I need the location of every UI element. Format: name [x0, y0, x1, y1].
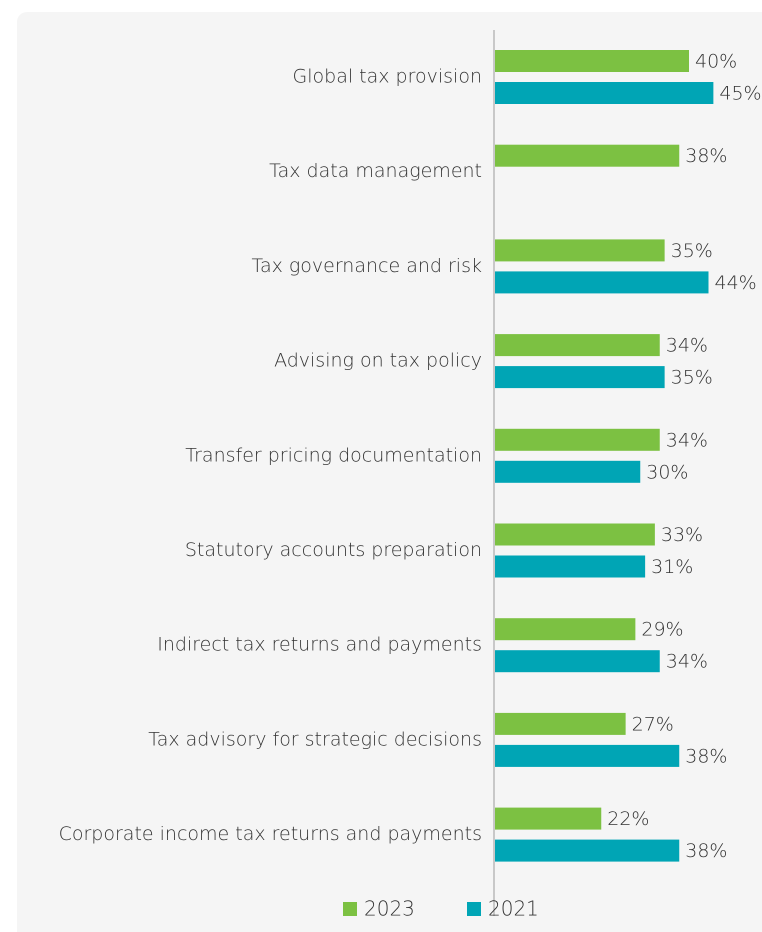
bar	[495, 144, 680, 167]
bar	[495, 428, 660, 451]
value-label: 44%	[715, 272, 757, 294]
value-label: 34%	[666, 651, 708, 673]
category-label: Tax governance and risk	[251, 255, 482, 277]
value-label: 40%	[695, 51, 737, 73]
bar	[495, 239, 665, 262]
value-label: 35%	[671, 240, 713, 262]
category-label: Tax data management	[269, 160, 482, 182]
value-label: 34%	[666, 429, 708, 451]
value-label: 38%	[685, 745, 727, 767]
category-label: Corporate income tax returns and payment…	[59, 823, 482, 845]
value-label: 33%	[661, 524, 703, 546]
category-label: Advising on tax policy	[274, 350, 482, 372]
bar	[495, 334, 660, 357]
legend-swatch	[467, 902, 481, 916]
bar	[495, 82, 714, 104]
bar	[495, 523, 655, 546]
value-label: 38%	[685, 840, 727, 862]
legend-label: 2023	[364, 897, 415, 921]
value-label: 38%	[685, 145, 727, 167]
bar	[495, 460, 641, 483]
bar	[495, 807, 602, 830]
category-label: Global tax provision	[293, 66, 482, 88]
category-label: Tax advisory for strategic decisions	[148, 728, 482, 750]
category-label: Indirect tax returns and payments	[157, 634, 482, 656]
bar	[495, 744, 680, 767]
value-label: 29%	[641, 619, 683, 641]
value-label: 30%	[646, 461, 688, 483]
bar	[495, 555, 646, 578]
category-label: Statutory accounts preparation	[185, 539, 482, 561]
value-label: 34%	[666, 335, 708, 357]
bar	[495, 650, 660, 673]
legend-label: 2021	[488, 897, 539, 921]
value-label: 35%	[671, 367, 713, 389]
category-label: Transfer pricing documentation	[185, 444, 482, 466]
bar	[495, 271, 709, 294]
value-label: 22%	[607, 808, 649, 830]
bar	[495, 839, 680, 862]
bar	[495, 50, 689, 72]
bar	[495, 712, 626, 735]
value-label: 27%	[632, 713, 674, 735]
value-label: 31%	[651, 556, 693, 578]
bar	[495, 366, 665, 389]
legend-swatch	[343, 902, 357, 916]
value-label: 45%	[719, 83, 761, 105]
bar	[495, 618, 636, 641]
